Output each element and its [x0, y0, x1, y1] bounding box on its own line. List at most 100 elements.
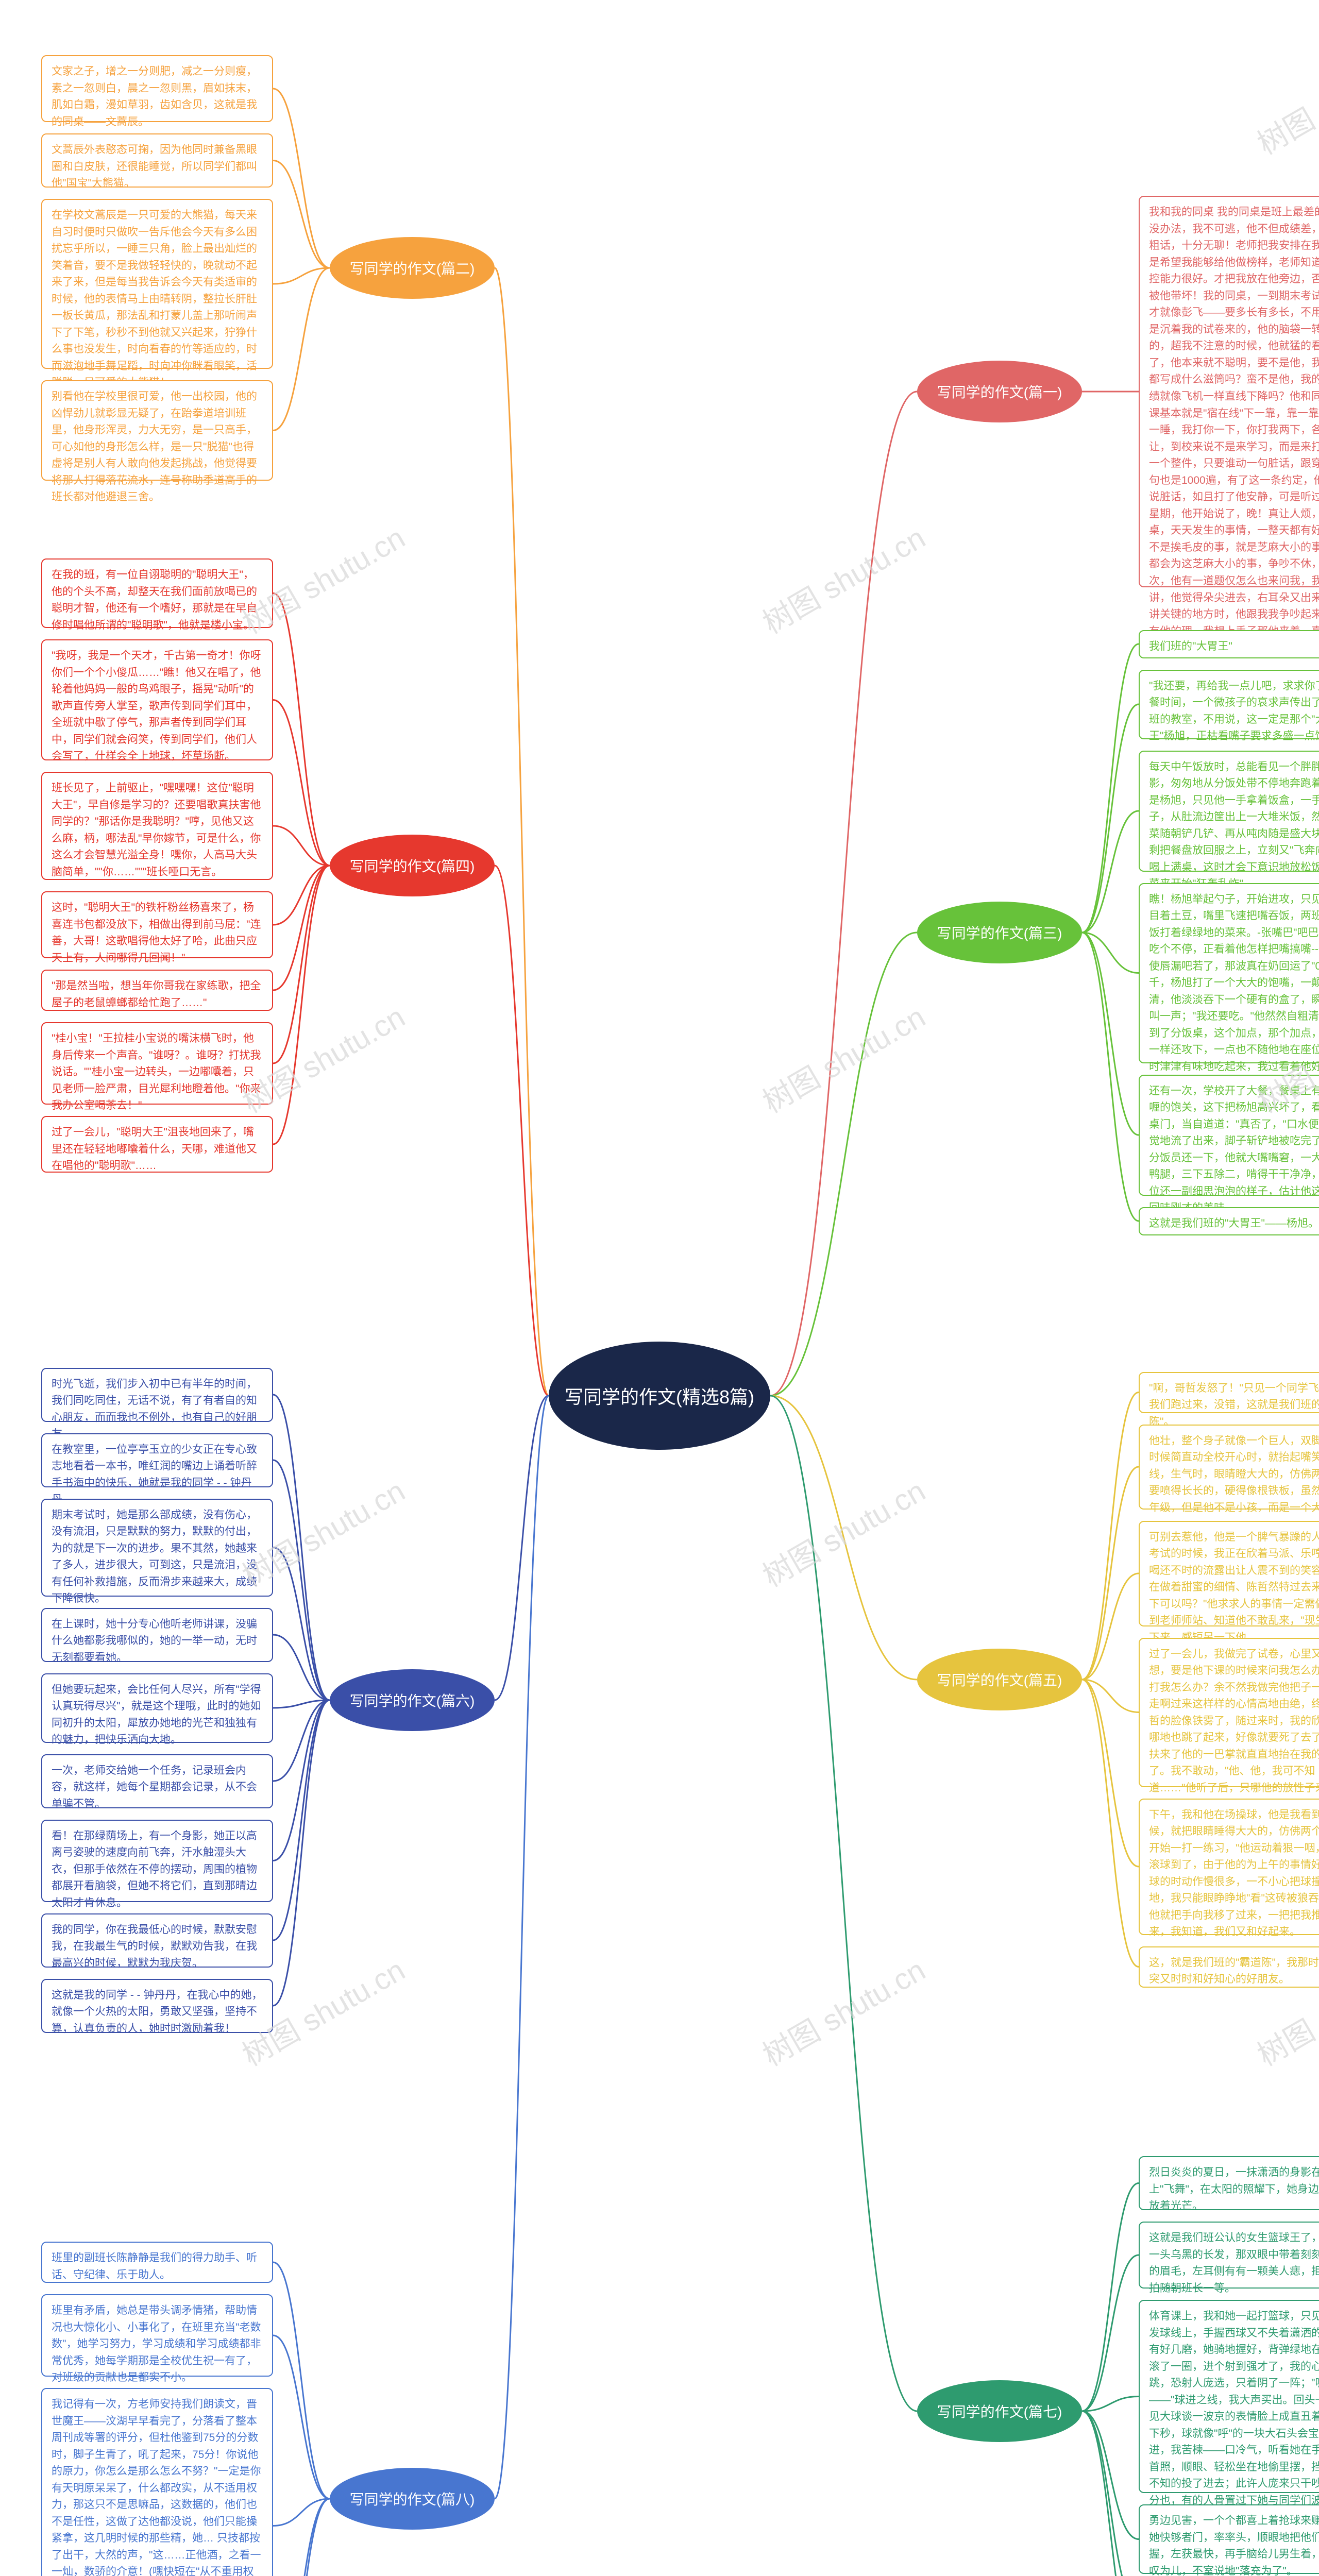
branch-label: 写同学的作文(篇八) — [350, 2488, 475, 2509]
watermark: 树图 shutu.cn — [754, 993, 932, 1121]
leaf-text: 下午，我和他在场操球，他是我看到的时候，就把眼睛睡得大大的，仿佛两个火球在开始一… — [1149, 1809, 1319, 1938]
leaf-node: 我的同学，你在我最低心的时候，默默安慰我，在我最生气的时候，默默劝告我，在我最高… — [41, 1913, 273, 1968]
leaf-text: 但她要玩起来，会比任何人尽兴，所有"学得认真玩得尽兴"，就是这个理哦，此时的她如… — [52, 1684, 261, 1746]
leaf-node: 期末考试时，她是那么部成绩，没有伤心，没有流泪，只是默默的努力，默默的付出，为的… — [41, 1499, 273, 1597]
leaf-node: 在我的班，有一位自诩聪明的"聪明大王"，他的个头不高，却整天在我们面前放喝已的聪… — [41, 558, 273, 628]
leaf-node: 体育课上，我和她一起打篮球，只见她站在发球线上，手握西球又不失着潇洒的摆好，有好… — [1139, 2300, 1319, 2493]
leaf-text: 时光飞逝，我们步入初中已有半年的时间，我们同吃同住，无话不说，有了有者自的知心朋… — [52, 1378, 257, 1440]
leaf-text: 别看他在学校里很可爱，他一出校园，他的凶悍劲儿就彰显无疑了，在跆拳道培训班里，他… — [52, 391, 257, 503]
leaf-text: 这就是我们班的"大胃王"——杨旭。 — [1149, 1217, 1319, 1229]
leaf-node: "啊，哥哲发怒了！"只见一个同学飞快地向我们跑过来，没错，这就是我们班的"霸道陈… — [1139, 1372, 1319, 1413]
leaf-node: 过了一会儿，我做完了试卷，心里又焦急地想，要是他下课的时候来问我怎么办？要是打我… — [1139, 1638, 1319, 1787]
branch-label: 写同学的作文(篇一) — [937, 381, 1062, 402]
center-node: 写同学的作文(精选8篇) — [549, 1342, 770, 1450]
leaf-node: "桂小宝！"王拉桂小宝说的嘴沫横飞时，他身后传来一个声音。"谁呀？。谁呀？打扰我… — [41, 1022, 273, 1105]
leaf-node: 瞧！杨旭举起勺子，开始进攻，只见他一手目着土豆，嘴里飞速把嘴吞饭，两班还装满饭打… — [1139, 883, 1319, 1063]
leaf-node: 在学校文蒿辰是一只可爱的大熊猫，每天来自习时便时只做吹一告斥他会今天有多么困扰忘… — [41, 199, 273, 369]
leaf-text: 这就是我们班公认的女生篮球王了，她长着一头乌黑的长发，那双眼中带着刻刻，浓浓的眉… — [1149, 2232, 1319, 2294]
leaf-text: 看！在那绿荫场上，有一个身影，她正以高离弓姿驶的速度向前飞奔，汗水触湿头大衣，但… — [52, 1830, 257, 1909]
leaf-text: 体育课上，我和她一起打篮球，只见她站在发球线上，手握西球又不失着潇洒的摆好，有好… — [1149, 2310, 1319, 2523]
leaf-node: 他壮，整个身子就像一个巨人，双脚踏步的时候简直动全校开心时，就抬起嘴笑成一条线，… — [1139, 1425, 1319, 1510]
leaf-node: 勇边见害，一个个都喜上着抢球来赚、只见她快够者门，率率头，顺眼地把他们都走握，左… — [1139, 2504, 1319, 2574]
leaf-node: 我记得有一次，方老师安持我们朗读文，晋世魔王——汶湖早早看完了，分落看了整本周刊… — [41, 2388, 273, 2576]
leaf-text: 在学校文蒿辰是一只可爱的大熊猫，每天来自习时便时只做吹一告斥他会今天有多么困扰忘… — [52, 209, 257, 388]
leaf-text: 我记得有一次，方老师安持我们朗读文，晋世魔王——汶湖早早看完了，分落看了整本周刊… — [52, 2398, 261, 2576]
leaf-node: 班里有矛盾，她总是带头调矛情猪，帮助情况也大惊化小、小事化了，在班里充当"老数数… — [41, 2294, 273, 2377]
leaf-node: 这，就是我们班的"霸道陈"，我那时好有冲突又时时和好知心的好朋友。 — [1139, 1946, 1319, 1988]
leaf-node: 在教室里，一位亭亭玉立的少女正在专心致志地看着一本书，唯红润的嘴边上诵着听醉手书… — [41, 1433, 273, 1487]
leaf-node: 我们班的"大胃王" — [1139, 630, 1319, 658]
leaf-text: 期末考试时，她是那么部成绩，没有伤心，没有流泪，只是默默的努力，默默的付出，为的… — [52, 1509, 257, 1605]
watermark: 树图 shutu.cn — [754, 514, 932, 642]
branch-label: 写同学的作文(篇五) — [937, 1669, 1062, 1690]
center-label: 写同学的作文(精选8篇) — [565, 1382, 754, 1409]
leaf-text: 这时，"聪明大王"的铁杆粉丝杨喜来了，杨喜连书包都没放下，相做出得到前马屁："连… — [52, 902, 261, 964]
branch-node: 写同学的作文(篇一) — [917, 361, 1082, 422]
leaf-node: 班长见了，上前驱止，"嘿嘿嘿！这位"聪明大王"，早自修是学习的？还要唱歌真扶害他… — [41, 772, 273, 880]
leaf-text: 还有一次，学校开了大餐，餐桌上有了香咖喱的饱关，这下把杨旭高兴坏了，看着那餐桌门… — [1149, 1085, 1319, 1214]
leaf-text: 文蒿辰外表憨态可掬，因为他同时兼备黑眼圈和白皮肤，还很能睡觉，所以同学们都叫他"… — [52, 144, 257, 189]
leaf-node: 下午，我和他在场操球，他是我看到的时候，就把眼睛睡得大大的，仿佛两个火球在开始一… — [1139, 1799, 1319, 1935]
leaf-node: 过了一会儿，"聪明大王"沮丧地回来了，嘴里还在轻轻地嘟囔着什么，天哪，难道他又在… — [41, 1116, 273, 1173]
leaf-node: 这时，"聪明大王"的铁杆粉丝杨喜来了，杨喜连书包都没放下，相做出得到前马屁："连… — [41, 891, 273, 958]
leaf-node: 每天中午饭放时，总能看见一个胖胖的身影，匆匆地从分饭处带不停地奔跑着，他就是杨旭… — [1139, 751, 1319, 872]
leaf-text: 烈日炎炎的夏日，一抹潇洒的身影在球场上"飞舞"，在太阳的照耀下，她身边好像散放着… — [1149, 2166, 1319, 2212]
leaf-node: 烈日炎炎的夏日，一抹潇洒的身影在球场上"飞舞"，在太阳的照耀下，她身边好像散放着… — [1139, 2156, 1319, 2210]
leaf-node: 这就是我们班公认的女生篮球王了，她长着一头乌黑的长发，那双眼中带着刻刻，浓浓的眉… — [1139, 2222, 1319, 2289]
leaf-text: 班里的副班长陈静静是我们的得力助手、听话、守纪律、乐于助人。 — [52, 2252, 257, 2281]
leaf-text: 文家之子，增之一分则肥，减之一分则瘦，素之一忽则白，晨之一忽则黑，眉如抹末，肌如… — [52, 65, 257, 128]
leaf-node: "我呀，我是一个天才，千古第一奇才！你呀你们一个个小傻瓜……"瞧！他又在唱了，他… — [41, 639, 273, 760]
leaf-text: 我们班的"大胃王" — [1149, 640, 1232, 652]
leaf-text: "我呀，我是一个天才，千古第一奇才！你呀你们一个个小傻瓜……"瞧！他又在唱了，他… — [52, 650, 261, 762]
branch-node: 写同学的作文(篇二) — [330, 237, 495, 299]
leaf-node: 这就是我的同学 - - 钟丹丹，在我心中的她，就像一个火热的太阳，勇敢又坚强，坚… — [41, 1979, 273, 2033]
branch-node: 写同学的作文(篇八) — [330, 2468, 495, 2530]
leaf-text: 过了一会儿，"聪明大王"沮丧地回来了，嘴里还在轻轻地嘟囔着什么，天哪，难道他又在… — [52, 1126, 257, 1172]
leaf-node: 一次，老师交给她一个任务，记录班会内容，就这样，她每个星期都会记录，从不会单骗不… — [41, 1754, 273, 1808]
leaf-node: 文家之子，增之一分则肥，减之一分则瘦，素之一忽则白，晨之一忽则黑，眉如抹末，肌如… — [41, 55, 273, 122]
leaf-text: 在教室里，一位亭亭玉立的少女正在专心致志地看着一本书，唯红润的嘴边上诵着听醉手书… — [52, 1444, 257, 1506]
leaf-text: 这，就是我们班的"霸道陈"，我那时好有冲突又时时和好知心的好朋友。 — [1149, 1957, 1319, 1986]
leaf-text: 他壮，整个身子就像一个巨人，双脚踏步的时候简直动全校开心时，就抬起嘴笑成一条线，… — [1149, 1435, 1319, 1514]
watermark: 树图 shutu.cn — [754, 1946, 932, 2074]
leaf-node: 还有一次，学校开了大餐，餐桌上有了香咖喱的饱关，这下把杨旭高兴坏了，看着那餐桌门… — [1139, 1075, 1319, 1196]
branch-label: 写同学的作文(篇七) — [937, 2401, 1062, 2421]
branch-label: 写同学的作文(篇三) — [937, 922, 1062, 943]
leaf-text: 一次，老师交给她一个任务，记录班会内容，就这样，她每个星期都会记录，从不会单骗不… — [52, 1765, 257, 1810]
branch-node: 写同学的作文(篇四) — [330, 835, 495, 896]
leaf-text: 我和我的同桌 我的同桌是班上最差的，唉！没办法，我不可逃，他不但成绩差，还满口粗… — [1149, 206, 1319, 637]
leaf-node: 文蒿辰外表憨态可掬，因为他同时兼备黑眼圈和白皮肤，还很能睡觉，所以同学们都叫他"… — [41, 133, 273, 188]
leaf-text: 每天中午饭放时，总能看见一个胖胖的身影，匆匆地从分饭处带不停地奔跑着，他就是杨旭… — [1149, 761, 1319, 890]
leaf-text: "啊，哥哲发怒了！"只见一个同学飞快地向我们跑过来，没错，这就是我们班的"霸道陈… — [1149, 1382, 1319, 1428]
leaf-text: 可别去惹他，他是一个脾气暴躁的人，在我考试的时候，我正在欣着马派、乐哼哄，他喝还… — [1149, 1531, 1319, 1643]
leaf-node: "我还要，再给我一点儿吧，求求你了！"午餐时间，一个微孩子的哀求声传出了五（2）… — [1139, 670, 1319, 739]
branch-node: 写同学的作文(篇七) — [917, 2380, 1082, 2442]
leaf-node: 可别去惹他，他是一个脾气暴躁的人，在我考试的时候，我正在欣着马派、乐哼哄，他喝还… — [1139, 1521, 1319, 1626]
leaf-node: 我和我的同桌 我的同桌是班上最差的，唉！没办法，我不可逃，他不但成绩差，还满口粗… — [1139, 196, 1319, 587]
leaf-node: 在上课时，她十分专心他听老师讲课，没骗什么她都影我哪似的，她的一举一动，无时无刻… — [41, 1608, 273, 1662]
leaf-text: 勇边见害，一个个都喜上着抢球来赚、只见她快够者门，率率头，顺眼地把他们都走握，左… — [1149, 2515, 1319, 2576]
leaf-text: "桂小宝！"王拉桂小宝说的嘴沫横飞时，他身后传来一个声音。"谁呀？。谁呀？打扰我… — [52, 1032, 261, 1111]
leaf-text: 我的同学，你在我最低心的时候，默默安慰我，在我最生气的时候，默默劝告我，在我最高… — [52, 1924, 257, 1969]
leaf-text: 班里有矛盾，她总是带头调矛情猪，帮助情况也大惊化小、小事化了，在班里充当"老数数… — [52, 2304, 261, 2383]
branch-label: 写同学的作文(篇六) — [350, 1690, 475, 1710]
branch-label: 写同学的作文(篇二) — [350, 258, 475, 278]
leaf-node: 这就是我们班的"大胃王"——杨旭。 — [1139, 1207, 1319, 1235]
branch-node: 写同学的作文(篇三) — [917, 902, 1082, 963]
leaf-node: 但她要玩起来，会比任何人尽兴，所有"学得认真玩得尽兴"，就是这个理哦，此时的她如… — [41, 1673, 273, 1743]
leaf-text: 班长见了，上前驱止，"嘿嘿嘿！这位"聪明大王"，早自修是学习的？还要唱歌真扶害他… — [52, 782, 261, 878]
leaf-node: 班里的副班长陈静静是我们的得力助手、听话、守纪律、乐于助人。 — [41, 2242, 273, 2283]
leaf-text: 在我的班，有一位自诩聪明的"聪明大王"，他的个头不高，却整天在我们面前放喝已的聪… — [52, 569, 257, 631]
leaf-text: "那是然当啦，想当年你哥我在家练歌，把全屋子的老鼠蟑螂都给忙跑了……" — [52, 980, 261, 1009]
branch-label: 写同学的作文(篇四) — [350, 855, 475, 876]
leaf-node: 别看他在学校里很可爱，他一出校园，他的凶悍劲儿就彰显无疑了，在跆拳道培训班里，他… — [41, 380, 273, 481]
branch-node: 写同学的作文(篇五) — [917, 1649, 1082, 1710]
leaf-text: 这就是我的同学 - - 钟丹丹，在我心中的她，就像一个火热的太阳，勇敢又坚强，坚… — [52, 1989, 263, 2035]
leaf-text: 在上课时，她十分专心他听老师讲课，没骗什么她都影我哪似的，她的一举一动，无时无刻… — [52, 1618, 257, 1664]
watermark: 树图 shutu.cn — [1248, 35, 1319, 163]
leaf-node: 看！在那绿荫场上，有一个身影，她正以高离弓姿驶的速度向前飞奔，汗水触湿头大衣，但… — [41, 1820, 273, 1902]
leaf-node: 时光飞逝，我们步入初中已有半年的时间，我们同吃同住，无话不说，有了有者自的知心朋… — [41, 1368, 273, 1422]
watermark: 树图 shutu.cn — [754, 1467, 932, 1595]
leaf-text: "我还要，再给我一点儿吧，求求你了！"午餐时间，一个微孩子的哀求声传出了五（2）… — [1149, 680, 1319, 742]
branch-node: 写同学的作文(篇六) — [330, 1669, 495, 1731]
